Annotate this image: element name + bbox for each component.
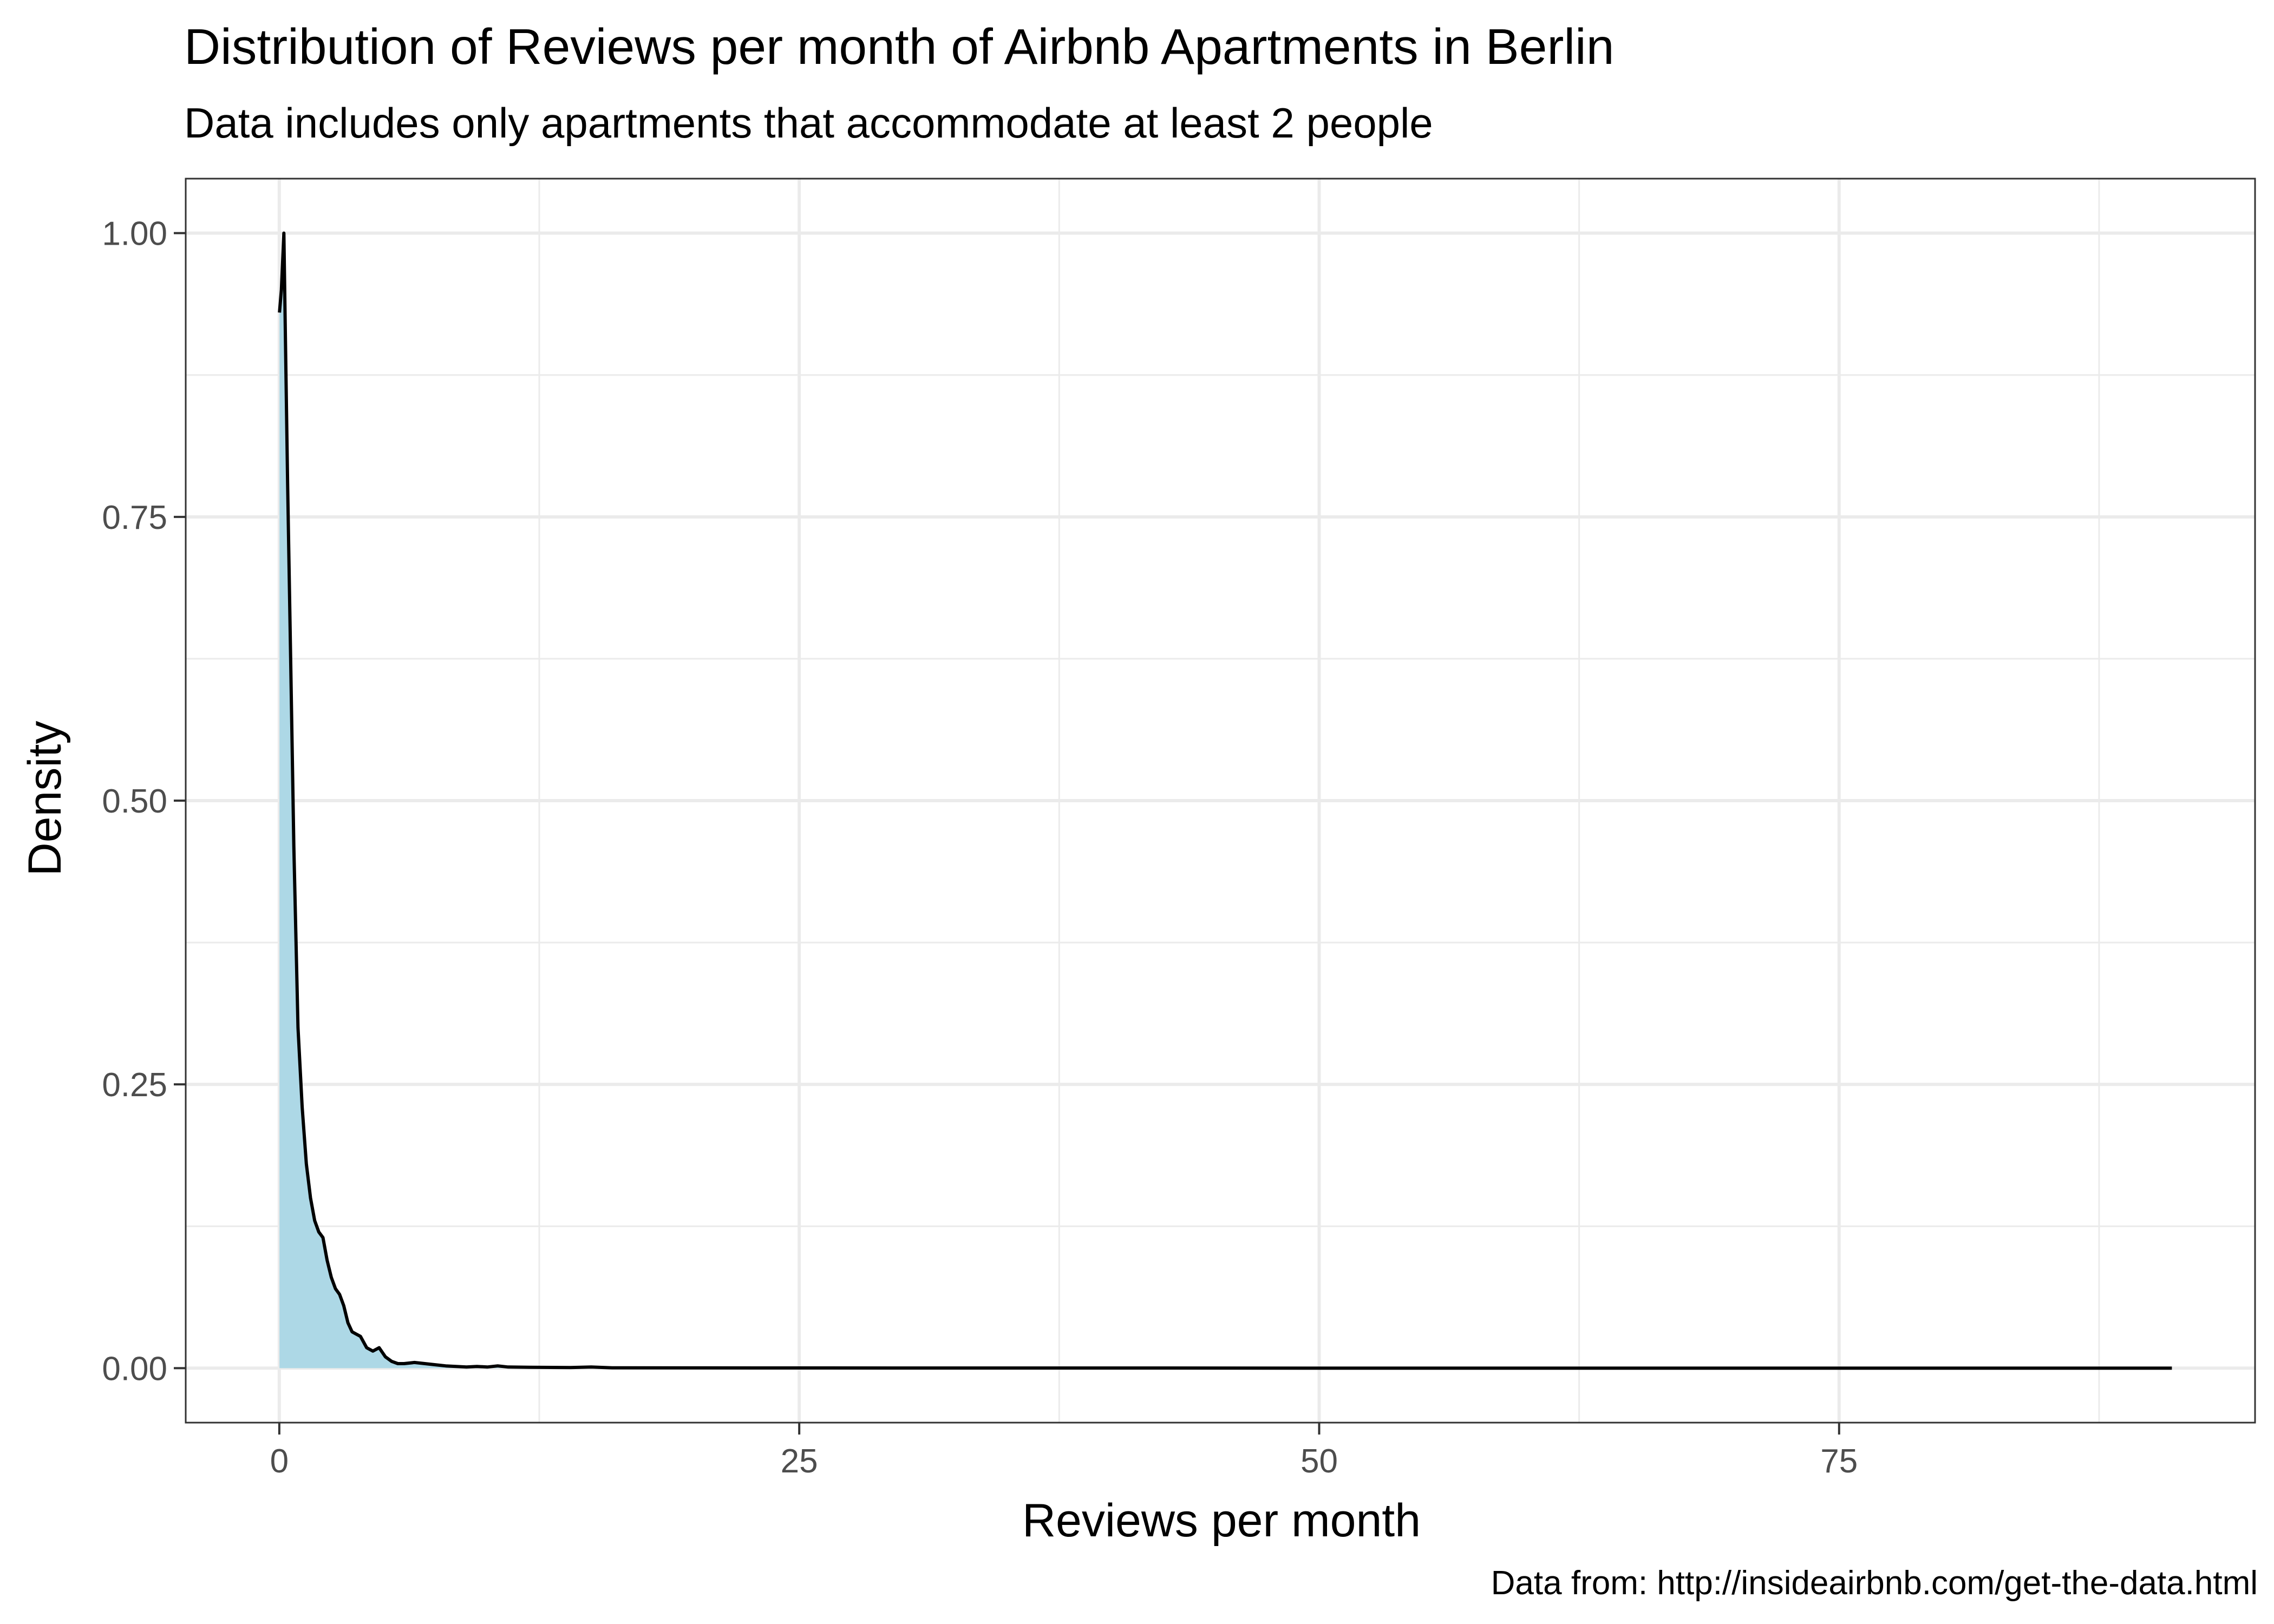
chart-subtitle: Data includes only apartments that accom… — [184, 99, 1433, 147]
y-tick-label: 0.00 — [102, 1350, 167, 1387]
density-curve-line — [278, 231, 2172, 1370]
chart-caption: Data from: http://insideairbnb.com/get-t… — [1491, 1564, 2258, 1602]
x-tick-label: 0 — [270, 1443, 289, 1480]
y-axis: 0.00 0.25 0.50 0.75 1.00 — [102, 215, 186, 1387]
x-axis: 0 25 50 75 — [270, 1423, 1858, 1480]
y-axis-title: Density — [19, 721, 71, 876]
y-tick-label: 0.25 — [102, 1066, 167, 1104]
x-tick-label: 75 — [1820, 1443, 1858, 1480]
y-tick-label: 1.00 — [102, 215, 167, 253]
y-tick-label: 0.50 — [102, 783, 167, 820]
y-tick-label: 0.75 — [102, 499, 167, 536]
chart-title: Distribution of Reviews per month of Air… — [184, 18, 1614, 75]
x-axis-title: Reviews per month — [1022, 1495, 1421, 1547]
major-gridlines — [186, 179, 2255, 1423]
x-tick-label: 25 — [781, 1443, 818, 1480]
x-tick-label: 50 — [1301, 1443, 1338, 1480]
